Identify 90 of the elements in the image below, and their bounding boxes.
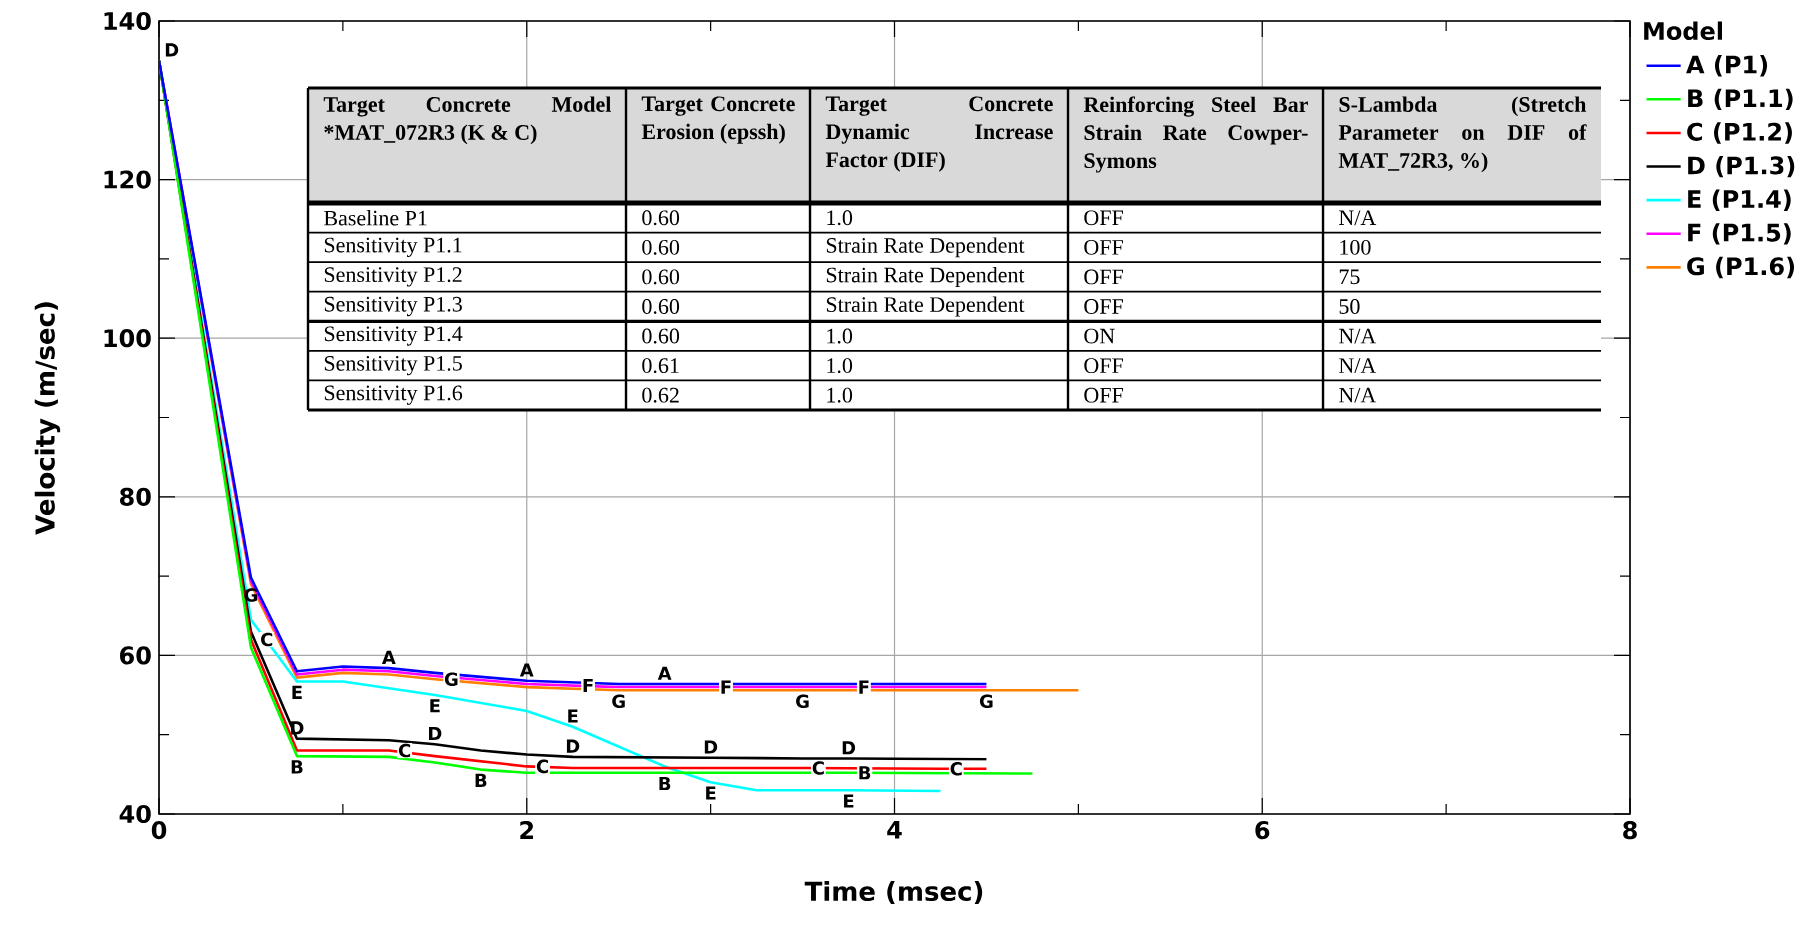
annotation: C [536, 759, 549, 774]
annotation: A [519, 663, 534, 677]
annotation: 50 [1339, 299, 1360, 314]
annotation: E [568, 709, 578, 723]
legend-label: D (P1.3) [1688, 155, 1795, 178]
annotation: 1.0 [827, 358, 853, 374]
annotation: E [706, 786, 716, 800]
annotation: 100 [1340, 239, 1371, 255]
annotation: G [444, 672, 458, 686]
annotation: OFF [1084, 210, 1123, 226]
x-tick-label: 0 [151, 821, 167, 840]
annotation: OFF [1084, 239, 1123, 255]
annotation: Sensitivity P1.5 [324, 355, 462, 376]
annotation: B [475, 773, 487, 787]
annotation: 1.0 [827, 387, 853, 403]
annotation: 75 [1339, 269, 1360, 285]
annotation: N/A [1339, 210, 1377, 226]
legend-label: E (P1.4) [1688, 189, 1791, 211]
y-tick-label: 100 [104, 329, 151, 348]
x-tick-label: 6 [1255, 821, 1270, 840]
annotation: 0.60 [642, 269, 680, 285]
annotation: Reinforcing Steel Bar Strain Rate Cowper-Symons [1083, 96, 1308, 173]
y-tick-label: 120 [104, 170, 151, 189]
annotation: Sensitivity P1.3 [324, 296, 462, 317]
annotation: C [398, 743, 411, 758]
annotation: F [721, 680, 731, 694]
annotation: 0.60 [642, 210, 680, 226]
annotation: Strain Rate Dependent [826, 266, 1025, 287]
annotation: Strain Rate Dependent [826, 296, 1025, 317]
annotation: Sensitivity P1.2 [324, 267, 462, 287]
annotation: Sensitivity P1.4 [324, 326, 463, 346]
annotation: F [583, 678, 593, 693]
y-tick-label: 60 [120, 646, 151, 665]
annotation: 1.0 [827, 328, 853, 344]
annotation: A [657, 666, 672, 680]
annotation: G [612, 694, 625, 709]
annotation: Sensitivity P1.6 [324, 385, 463, 405]
annotation: Strain Rate Dependent [826, 237, 1025, 258]
annotation: ON [1084, 328, 1115, 344]
annotation: E [844, 794, 854, 808]
annotation: Baseline P1 [324, 210, 427, 226]
annotation: G [796, 694, 809, 709]
x-axis-title: Time (msec) [804, 880, 983, 905]
annotation: 0.60 [642, 299, 680, 314]
annotation: B [659, 776, 671, 791]
annotation: E [430, 699, 440, 713]
annotation: S-Lambda (Stretch Parameter on DIF of MAT_72R3, %) [1338, 96, 1587, 173]
annotation: OFF [1084, 269, 1123, 285]
annotation: G [979, 694, 993, 709]
y-axis-title: Velocity (m/sec) [34, 302, 61, 535]
annotation: E [292, 685, 302, 699]
annotation: OFF [1084, 299, 1123, 314]
annotation: N/A [1339, 387, 1377, 403]
legend-label: G (P1.6) [1687, 256, 1795, 279]
annotation: C [950, 761, 962, 776]
annotation: 0.60 [642, 328, 680, 344]
annotation: N/A [1339, 358, 1377, 374]
x-tick-label: 2 [520, 821, 534, 839]
annotation: OFF [1084, 387, 1123, 403]
legend-label: C (P1.2) [1687, 122, 1792, 144]
annotation: B [859, 766, 871, 780]
legend-label: F (P1.5) [1688, 223, 1791, 245]
y-tick-label: 140 [104, 11, 151, 31]
annotation: C [812, 761, 824, 775]
annotation: D [566, 739, 580, 753]
annotation: 1.0 [827, 210, 853, 226]
annotation: C [261, 632, 273, 647]
legend-title: Model [1644, 21, 1723, 41]
legend-label: A (P1) [1686, 55, 1768, 77]
annotation: D [165, 43, 179, 57]
annotation: Sensitivity P1.1 [324, 237, 462, 257]
annotation: Target Concrete Erosion (epssh) [641, 96, 795, 144]
annotation: 0.62 [642, 387, 679, 403]
x-tick-label: 4 [887, 821, 902, 839]
y-tick-label: 80 [120, 487, 151, 506]
annotation: Target Concrete Dynamic Increase Factor (DIF) [825, 96, 1053, 172]
annotation: D [429, 726, 442, 741]
legend-label: B (P1.1) [1688, 88, 1793, 111]
annotation: Target Concrete Model *MAT_072R3 (K & C) [323, 96, 612, 145]
y-tick-label: 40 [119, 804, 151, 824]
annotation: D [842, 741, 856, 755]
annotation: B [291, 760, 303, 774]
annotation: F [859, 680, 869, 694]
x-tick-label: 8 [1623, 821, 1637, 840]
annotation: OFF [1084, 358, 1123, 374]
annotation: 0.61 [642, 358, 679, 374]
annotation: D [704, 740, 718, 754]
annotation: 0.60 [642, 239, 680, 255]
annotation: N/A [1339, 328, 1377, 344]
annotation: A [381, 650, 396, 664]
